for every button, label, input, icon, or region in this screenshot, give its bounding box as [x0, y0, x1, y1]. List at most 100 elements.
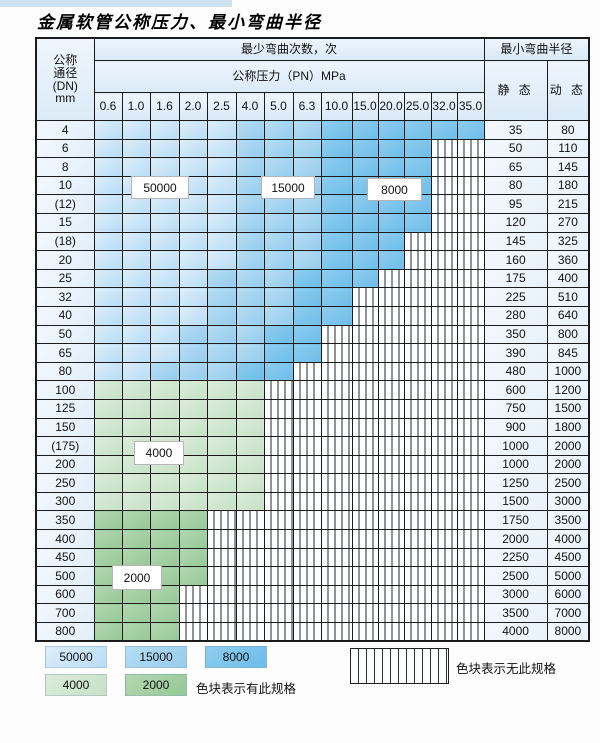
grid-cell	[320, 603, 353, 624]
grid-cell	[351, 454, 379, 475]
grid-cell	[456, 343, 485, 363]
table-row: 4 35 80	[35, 120, 590, 140]
grid-cell	[377, 287, 405, 307]
grid-cell	[320, 510, 353, 531]
grid-cell	[93, 194, 123, 214]
grid-cell	[235, 473, 265, 493]
table-row: 25 175 400	[35, 268, 590, 289]
grid-cell	[93, 268, 123, 289]
grid-cell	[403, 603, 432, 624]
grid-cell	[377, 510, 405, 531]
grid-cell	[456, 473, 485, 493]
grid-cell	[351, 436, 379, 456]
dynamic-value-cell: 270	[546, 212, 590, 233]
grid-cell	[178, 361, 208, 382]
grid-cell	[93, 473, 123, 493]
grid-cell	[320, 268, 353, 289]
grid-cell	[93, 491, 123, 512]
grid-cell	[430, 194, 458, 214]
grid-cell	[430, 343, 458, 363]
static-value-cell: 1000	[483, 436, 548, 456]
grid-cell	[377, 250, 405, 270]
grid-cell	[377, 417, 405, 438]
table-row: 600 3000 6000	[35, 584, 590, 605]
grid-cell	[377, 268, 405, 289]
grid-cell	[351, 361, 379, 382]
table-row: 150 900 1800	[35, 417, 590, 438]
grid-cell	[351, 529, 379, 549]
grid-cell	[93, 380, 123, 400]
grid-cell	[93, 212, 123, 233]
grid-cell	[235, 547, 265, 568]
grid-cell	[403, 547, 432, 568]
static-value-cell: 280	[483, 305, 548, 326]
grid-cell	[430, 454, 458, 475]
static-value-cell: 750	[483, 398, 548, 419]
table-row: 400 2000 4000	[35, 529, 590, 549]
grid-cell	[320, 175, 353, 196]
grid-cell	[149, 529, 180, 549]
grid-cell	[403, 324, 432, 345]
grid-cell	[206, 622, 237, 642]
grid-cell	[430, 120, 458, 140]
grid-cell	[456, 120, 485, 140]
legend-value: 15000	[139, 650, 173, 664]
grid-cell	[320, 473, 353, 493]
grid-cell	[263, 547, 294, 568]
dn-cell: 6	[35, 138, 95, 159]
grid-cell	[430, 566, 458, 586]
grid-cell	[320, 380, 353, 400]
grid-cell	[351, 138, 379, 159]
grid-cell	[121, 622, 151, 642]
grid-cell	[377, 603, 405, 624]
grid-cell	[351, 268, 379, 289]
grid-cell	[93, 120, 123, 140]
grid-cell	[93, 361, 123, 382]
grid-cell	[121, 603, 151, 624]
dynamic-value-cell: 2000	[546, 454, 590, 475]
grid-cell	[263, 566, 294, 586]
grid-cell	[93, 231, 123, 252]
static-header: 静 态	[483, 60, 548, 121]
grid-cell	[263, 138, 294, 159]
grid-cell	[263, 231, 294, 252]
grid-cell	[206, 510, 237, 531]
dynamic-value-cell: 145	[546, 157, 590, 177]
grid-cell	[351, 603, 379, 624]
grid-cell	[206, 436, 237, 456]
table-row: 350 1750 3500	[35, 510, 590, 531]
legend-value: 2000	[142, 678, 170, 692]
grid-cell	[430, 268, 458, 289]
bend-cycles-header: 最少弯曲次数，次	[93, 37, 485, 61]
grid-cell	[263, 305, 294, 326]
table-row: 250 1250 2500	[35, 473, 590, 493]
grid-cell	[235, 510, 265, 531]
grid-cell	[430, 417, 458, 438]
dn-cell: (175)	[35, 436, 95, 456]
static-value-cell: 65	[483, 157, 548, 177]
grid-cell	[263, 584, 294, 605]
dynamic-value-cell: 1000	[546, 361, 590, 382]
grid-cell	[430, 603, 458, 624]
cycle-count-label: 50000	[131, 176, 189, 199]
grid-cell	[456, 417, 485, 438]
grid-cell	[206, 547, 237, 568]
pressure-column-header: 4.0	[235, 92, 265, 121]
grid-cell	[292, 603, 322, 624]
grid-cell	[93, 398, 123, 419]
grid-cell	[456, 380, 485, 400]
grid-cell	[456, 305, 485, 326]
grid-cell	[206, 603, 237, 624]
grid-cell	[292, 380, 322, 400]
dynamic-value-cell: 360	[546, 250, 590, 270]
grid-cell	[93, 250, 123, 270]
grid-cell	[93, 529, 123, 549]
dynamic-value-cell: 8000	[546, 622, 590, 642]
grid-cell	[121, 268, 151, 289]
grid-cell	[320, 398, 353, 419]
grid-cell	[235, 175, 265, 196]
dn-cell: 50	[35, 324, 95, 345]
grid-cell	[206, 398, 237, 419]
grid-cell	[263, 417, 294, 438]
grid-cell	[263, 622, 294, 642]
